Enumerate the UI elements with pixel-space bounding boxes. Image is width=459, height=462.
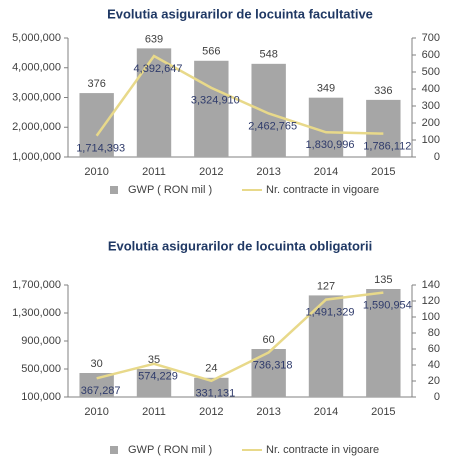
line-label: 1,590,954 <box>363 300 412 312</box>
y2-tick-label: 100 <box>422 311 440 323</box>
x-tick-label: 2014 <box>314 166 338 178</box>
line-label: 1,714,393 <box>76 143 125 155</box>
y2-tick-label: 0 <box>434 391 440 403</box>
bar <box>251 349 286 397</box>
bar-label: 336 <box>374 85 392 97</box>
legend-label: GWP ( RON mil ) <box>128 444 212 456</box>
bar <box>251 63 286 158</box>
bar <box>366 289 401 397</box>
y2-tick-label: 400 <box>422 83 440 95</box>
bar-label: 30 <box>91 358 103 370</box>
line <box>96 291 384 383</box>
legend-label: Nr. contracte in vigoare <box>266 444 379 456</box>
bar <box>366 99 401 157</box>
x-tick-label: 2011 <box>142 406 166 418</box>
bar <box>136 369 172 397</box>
chart-title: Evolutia asigurarilor de locuinta obliga… <box>108 238 372 253</box>
bar-label: 376 <box>87 78 105 90</box>
y-tick-label: 500,000 <box>21 363 61 375</box>
bar-label: 548 <box>259 49 277 61</box>
y2-tick-label: 200 <box>422 117 440 129</box>
line-label: 1,830,996 <box>306 139 355 151</box>
bar-label: 349 <box>317 83 335 95</box>
y-tick-label: 1,000,000 <box>12 151 61 163</box>
x-tick-label: 2014 <box>314 406 338 418</box>
line-label: 1,491,329 <box>306 307 355 319</box>
y2-tick-label: 20 <box>428 375 440 387</box>
x-tick-label: 2010 <box>84 406 108 418</box>
y-tick-label: 5,000,000 <box>12 32 61 44</box>
bar <box>308 295 344 397</box>
y-tick-label: 2,000,000 <box>12 121 61 133</box>
y-tick-label: 900,000 <box>21 335 61 347</box>
line-label: 736,318 <box>253 359 293 371</box>
legend-swatch <box>110 186 118 194</box>
x-tick-label: 2010 <box>84 166 108 178</box>
bar-label: 35 <box>148 354 160 366</box>
line-label: 1,786,112 <box>363 141 411 153</box>
legend-label: GWP ( RON mil ) <box>128 184 212 196</box>
legend-label: Nr. contracte in vigoare <box>266 184 379 196</box>
line-label: 3,324,910 <box>191 95 240 107</box>
legend-swatch <box>110 446 118 454</box>
line-label: 2,462,765 <box>248 120 297 132</box>
bar-label: 639 <box>145 33 163 45</box>
x-tick-label: 2013 <box>256 166 280 178</box>
bar <box>194 377 229 397</box>
y2-tick-label: 600 <box>422 49 440 61</box>
bar <box>79 93 114 157</box>
bar-label: 566 <box>202 46 220 58</box>
bar <box>194 60 229 157</box>
bar-label: 24 <box>205 363 217 375</box>
y2-tick-label: 60 <box>428 343 440 355</box>
line-label: 4,392,647 <box>134 63 183 75</box>
chart-title: Evolutia asigurarilor de locuinta facult… <box>107 6 373 21</box>
y2-tick-label: 700 <box>422 32 440 44</box>
x-tick-label: 2011 <box>142 166 166 178</box>
y2-tick-label: 0 <box>434 151 440 163</box>
y2-tick-label: 500 <box>422 66 440 78</box>
line-label: 574,229 <box>138 371 178 383</box>
bar-label: 60 <box>263 334 275 346</box>
y2-tick-label: 80 <box>428 327 440 339</box>
bar <box>136 48 172 158</box>
y2-tick-label: 100 <box>422 134 440 146</box>
y2-tick-label: 120 <box>422 295 440 307</box>
y2-tick-label: 140 <box>422 279 440 291</box>
y-tick-label: 3,000,000 <box>12 91 61 103</box>
x-tick-label: 2015 <box>371 166 395 178</box>
x-tick-label: 2012 <box>199 406 223 418</box>
line-label: 367,287 <box>81 385 121 397</box>
bar <box>79 373 114 397</box>
bar-label: 127 <box>317 280 335 292</box>
y2-tick-label: 300 <box>422 100 440 112</box>
line <box>95 54 384 137</box>
y-tick-label: 1,300,000 <box>12 307 61 319</box>
y2-tick-label: 40 <box>428 359 440 371</box>
y-tick-label: 1,700,000 <box>12 279 61 291</box>
x-tick-label: 2013 <box>256 406 280 418</box>
x-tick-label: 2012 <box>199 166 223 178</box>
x-tick-label: 2015 <box>371 406 395 418</box>
y-tick-label: 100,000 <box>21 391 61 403</box>
y-tick-label: 4,000,000 <box>12 62 61 74</box>
line-label: 331,131 <box>195 388 235 400</box>
bar-label: 135 <box>374 274 392 286</box>
